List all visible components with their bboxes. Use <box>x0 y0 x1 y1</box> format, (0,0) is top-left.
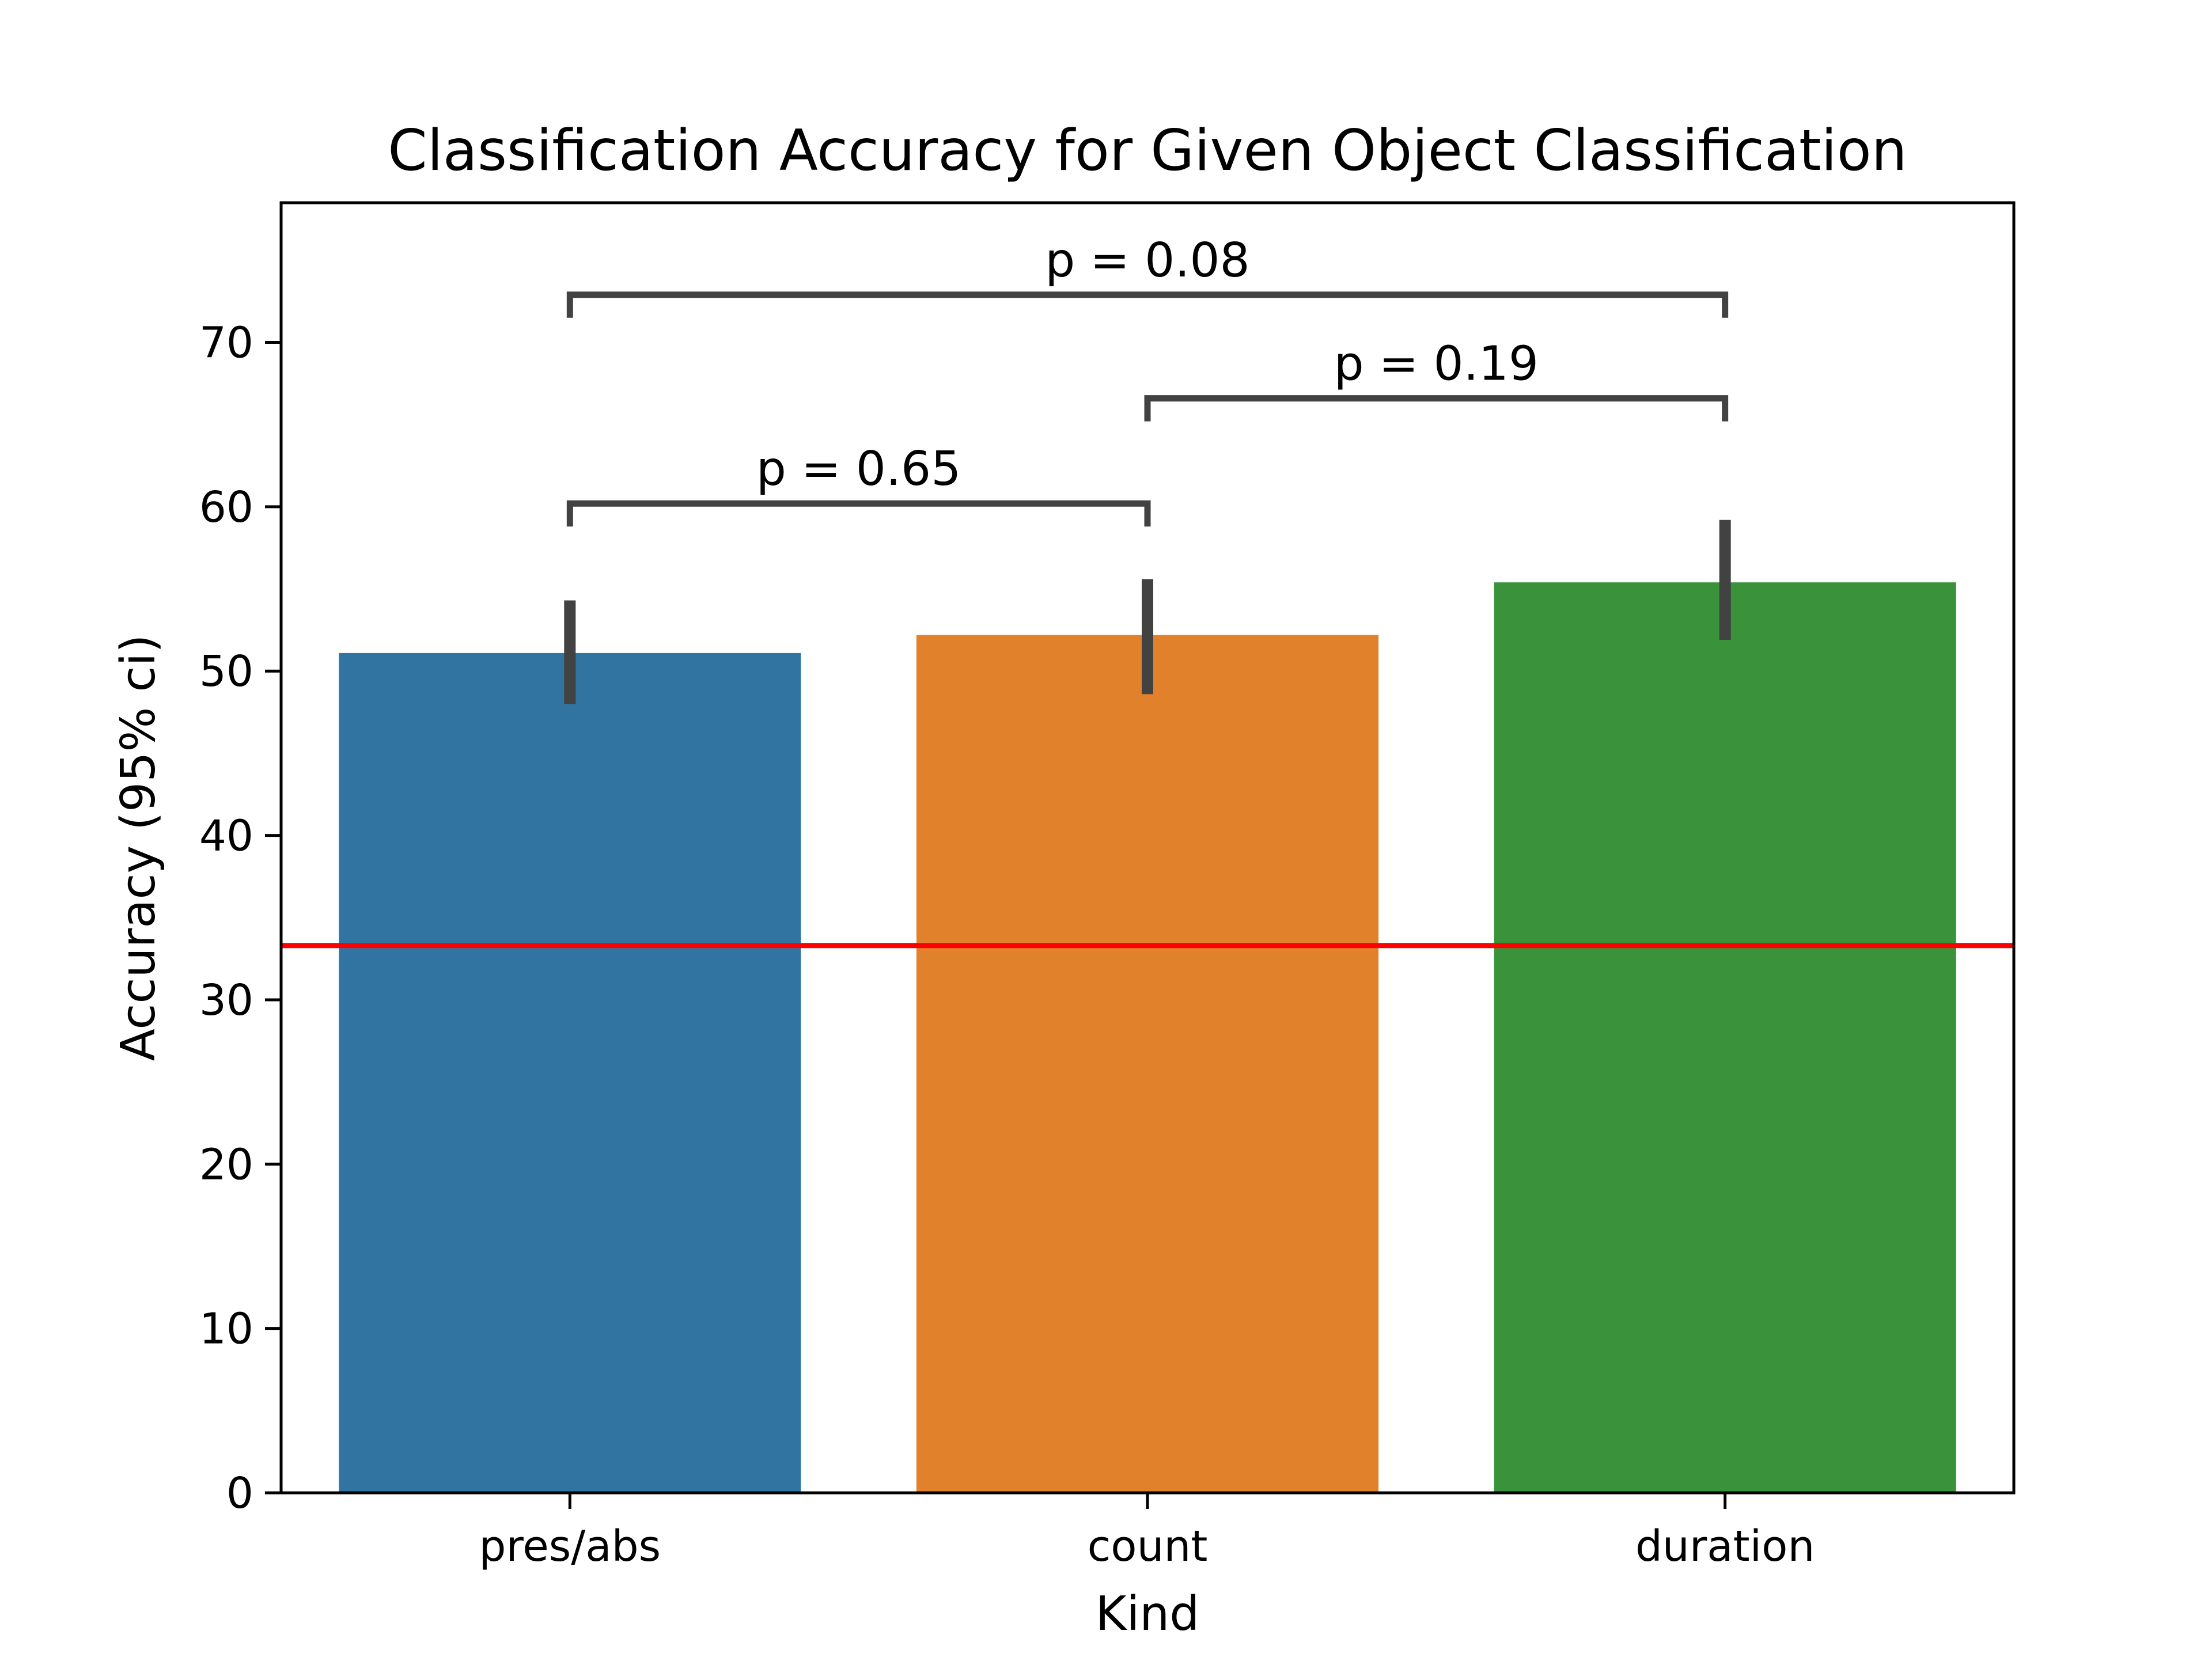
bar-1 <box>916 635 1379 1493</box>
y-tick-label-4: 40 <box>199 811 253 861</box>
bar-0 <box>339 653 801 1493</box>
y-tick-label-2: 20 <box>199 1140 253 1189</box>
x-tick-label-2: duration <box>1635 1522 1815 1571</box>
significance-bracket-0 <box>566 500 1151 527</box>
bar-2 <box>1494 582 1956 1493</box>
y-tick-label-6: 60 <box>199 483 253 532</box>
significance-bracket-1 <box>1144 395 1729 422</box>
significance-label-1: p = 0.19 <box>1334 337 1539 392</box>
significance-bracket-2 <box>566 291 1729 318</box>
y-tick-label-1: 10 <box>199 1304 253 1354</box>
y-axis-label: Accuracy (95% ci) <box>111 635 166 1061</box>
significance-label-2: p = 0.08 <box>1045 233 1249 288</box>
y-tick-label-7: 70 <box>199 318 253 368</box>
x-tick-label-1: count <box>1088 1522 1208 1571</box>
y-tick-label-3: 30 <box>199 976 253 1025</box>
plot-area: p = 0.65 p = 0.19 p = 0.08 0 10 20 30 40 50 60 70 p… <box>199 201 2016 1571</box>
chart-title: Classification Accuracy for Given Object… <box>388 118 1907 184</box>
significance-label-0: p = 0.65 <box>756 442 961 496</box>
y-tick-label-0: 0 <box>226 1469 253 1518</box>
y-tick-label-5: 50 <box>199 647 253 696</box>
x-tick-label-0: pres/abs <box>479 1522 661 1571</box>
x-axis-label: Kind <box>1096 1587 1200 1641</box>
